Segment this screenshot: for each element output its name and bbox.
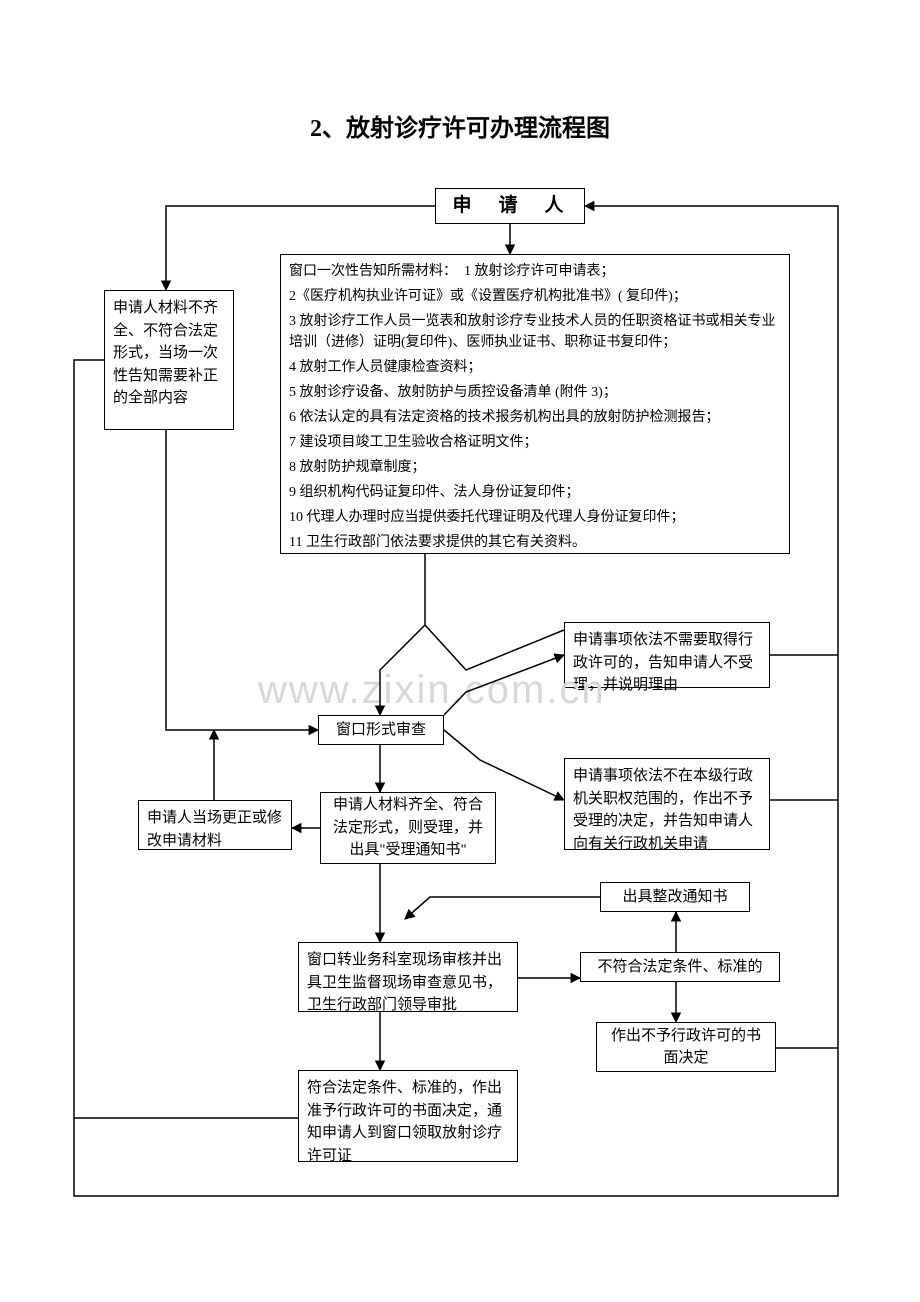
node-accept: 申请人材料齐全、符合法定形式，则受理，并出具"受理通知书" xyxy=(320,792,496,864)
node-grant: 符合法定条件、标准的，作出准予行政许可的书面决定，通知申请人到窗口领取放射诊疗许… xyxy=(298,1070,518,1162)
node-applicant: 申 请 人 xyxy=(435,188,585,224)
node-review: 窗口形式审查 xyxy=(318,715,444,745)
node-wrong-level: 申请事项依法不在本级行政机关职权范围的，作出不予受理的决定，并告知申请人向有关行… xyxy=(564,758,770,850)
node-not-meet: 不符合法定条件、标准的 xyxy=(580,952,780,982)
node-no-permit: 申请事项依法不需要取得行政许可的，告知申请人不受理，并说明理由 xyxy=(564,622,770,688)
node-onsite: 窗口转业务科室现场审核并出具卫生监督现场审查意见书，卫生行政部门领导审批 xyxy=(298,942,518,1012)
node-materials: 窗口一次性告知所需材料： 1 放射诊疗许可申请表；2《医疗机构执业许可证》或《设… xyxy=(280,254,790,554)
node-deny: 作出不予行政许可的书面决定 xyxy=(596,1022,776,1072)
node-incomplete: 申请人材料不齐全、不符合法定形式，当场一次性告知需要补正的全部内容 xyxy=(104,290,234,430)
node-rectify: 出具整改通知书 xyxy=(600,882,750,912)
watermark: www.zixin.com.cn xyxy=(258,668,606,713)
page-title: 2、放射诊疗许可办理流程图 xyxy=(0,108,920,143)
node-correct: 申请人当场更正或修改申请材料 xyxy=(138,800,292,850)
